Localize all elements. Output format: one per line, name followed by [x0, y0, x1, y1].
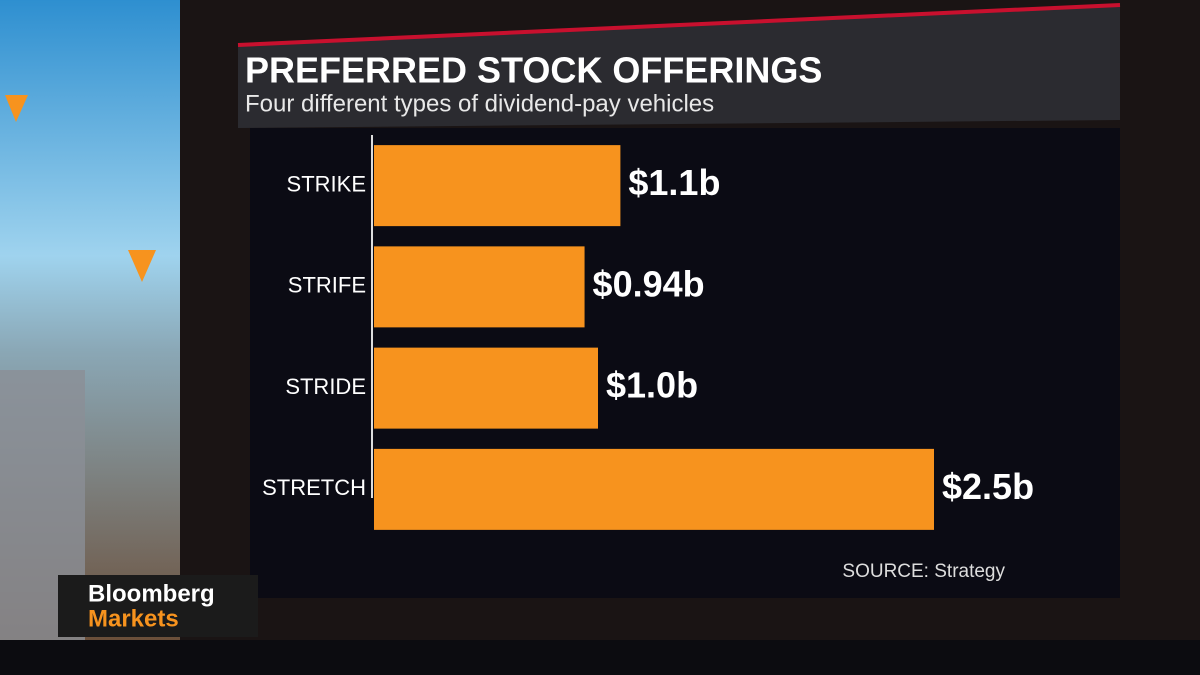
logo-line: Markets [88, 605, 179, 632]
bar [374, 145, 621, 227]
floor [0, 640, 1200, 675]
category-label: STRIFE [288, 273, 366, 298]
bar [374, 347, 598, 429]
triangle-icon [128, 250, 156, 282]
value-label: $2.5b [942, 466, 1034, 507]
bar [374, 246, 585, 328]
logo-line: Bloomberg [88, 580, 215, 607]
accent-line [237, 3, 1121, 47]
chart-subtitle: Four different types of dividend-pay veh… [245, 90, 714, 117]
category-label: STRIKE [287, 171, 366, 196]
value-label: $1.0b [606, 365, 698, 406]
bar [374, 448, 934, 530]
chart-title: PREFERRED STOCK OFFERINGS [245, 50, 822, 91]
source-note: SOURCE: Strategy [842, 561, 1005, 582]
category-label: STRIDE [285, 374, 366, 399]
triangle-icon [5, 95, 28, 122]
logo-box [58, 575, 258, 637]
category-label: STRETCH [262, 475, 366, 500]
value-label: $0.94b [593, 263, 705, 304]
value-label: $1.1b [628, 162, 720, 203]
